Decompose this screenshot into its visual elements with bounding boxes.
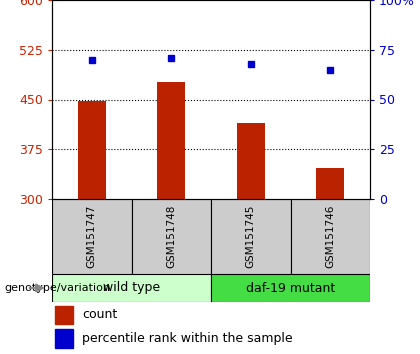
Bar (211, 274, 370, 302)
Text: GSM151745: GSM151745 (246, 205, 256, 268)
Bar (78, 102, 106, 199)
Bar (55, 329, 73, 348)
Text: count: count (82, 308, 118, 321)
Bar (211, 199, 291, 274)
Bar (158, 81, 185, 199)
Bar (55, 306, 73, 324)
Bar (316, 168, 344, 199)
Bar (52, 274, 211, 302)
Text: GSM151748: GSM151748 (166, 205, 176, 268)
Text: GSM151746: GSM151746 (325, 205, 335, 268)
Bar (131, 199, 211, 274)
Text: percentile rank within the sample: percentile rank within the sample (82, 332, 293, 345)
Bar (237, 123, 265, 199)
Text: wild type: wild type (103, 281, 160, 295)
Bar (291, 199, 370, 274)
Bar (52, 199, 131, 274)
Text: GSM151747: GSM151747 (87, 205, 97, 268)
Text: genotype/variation: genotype/variation (4, 283, 110, 293)
Text: daf-19 mutant: daf-19 mutant (246, 281, 335, 295)
